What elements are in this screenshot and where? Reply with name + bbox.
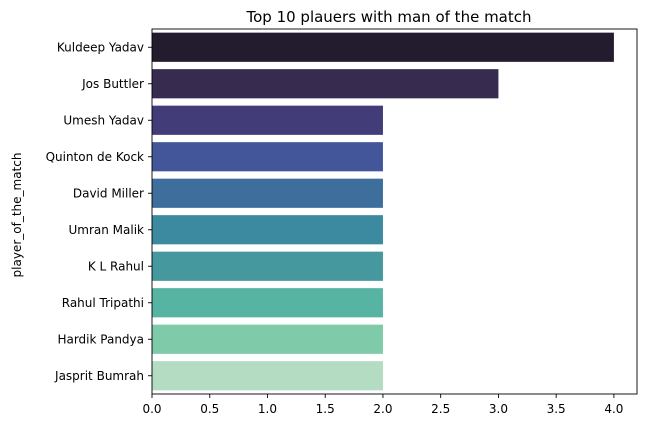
bar	[152, 251, 383, 281]
plot-frame	[151, 28, 638, 395]
x-tick-label: 1.0	[258, 402, 277, 416]
y-tick-label: Jos Buttler	[81, 77, 144, 91]
chart-title: Top 10 plauers with man of the match	[245, 8, 531, 26]
bar	[152, 105, 383, 135]
y-tick-label: Kuldeep Yadav	[57, 40, 144, 54]
y-tick-label: David Miller	[73, 186, 144, 200]
x-tick-label: 0.0	[142, 402, 161, 416]
bars-group	[152, 32, 614, 391]
x-tick-label: 0.5	[200, 402, 219, 416]
y-tick-label: Umran Malik	[68, 223, 144, 237]
y-tick-label: Quinton de Kock	[46, 150, 144, 164]
y-axis-label: player_of_the_match	[10, 153, 24, 278]
bar	[152, 324, 383, 354]
y-tick-label: Hardik Pandya	[57, 332, 144, 346]
bar	[152, 142, 383, 172]
bar	[152, 32, 614, 62]
bar	[152, 215, 383, 245]
x-tick-label: 4.0	[604, 402, 623, 416]
bar	[152, 178, 383, 208]
bar	[152, 69, 499, 99]
y-tick-label: Jasprit Bumrah	[54, 369, 144, 383]
y-tick-label: Rahul Tripathi	[62, 296, 144, 310]
x-tick-label: 1.5	[316, 402, 335, 416]
y-axis-ticks: Kuldeep Yadav Jos Buttler Umesh Yadav Quint…	[46, 40, 152, 383]
y-tick-label: K L Rahul	[88, 259, 144, 273]
x-tick-label: 3.5	[547, 402, 566, 416]
bar	[152, 288, 383, 318]
x-tick-label: 2.0	[373, 402, 392, 416]
x-tick-label: 3.0	[489, 402, 508, 416]
bar	[152, 361, 383, 391]
y-tick-label: Umesh Yadav	[63, 113, 144, 127]
x-tick-label: 2.5	[431, 402, 450, 416]
x-axis-ticks: 0.0 0.5 1.0 1.5 2.0 2.5 3.0 3.5 4.0	[142, 394, 623, 416]
